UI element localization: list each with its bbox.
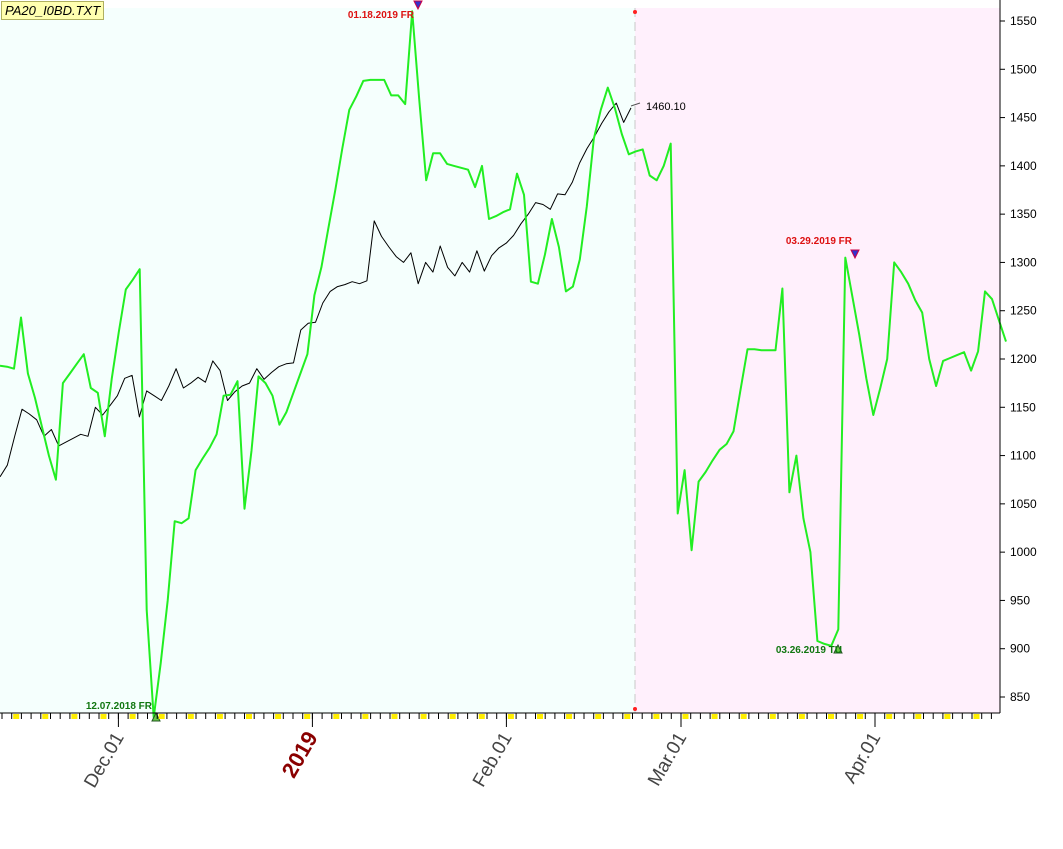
y-tick-label: 1450 [1010, 111, 1037, 125]
x-bar-marker [391, 714, 398, 719]
y-tick-label: 1500 [1010, 62, 1037, 76]
x-bar-marker [711, 714, 718, 719]
x-bar-marker [304, 714, 311, 719]
x-bar-marker [71, 714, 78, 719]
x-bar-marker [973, 714, 980, 719]
y-axis: 850 900 950 1000 1050 1100 1150 1200 1250 1300 135… [1000, 14, 1037, 704]
x-bar-marker [13, 714, 20, 719]
x-bar-marker [129, 714, 136, 719]
annotation-low-label: 12.07.2018 FR [86, 701, 153, 712]
x-bar-marker [857, 714, 864, 719]
x-bar-marker [478, 714, 485, 719]
y-tick-label: 1100 [1010, 449, 1036, 463]
x-tick-label: Feb.01 [469, 729, 517, 791]
x-bar-marker [333, 714, 340, 719]
x-bar-marker [828, 714, 834, 719]
series-layer [0, 10, 1007, 719]
y-tick-label: 1300 [1010, 255, 1037, 269]
series-green-line [0, 10, 1007, 719]
x-bar-marker [653, 714, 660, 719]
y-tick-label: 1050 [1010, 497, 1037, 511]
x-bar-marker [624, 714, 631, 719]
y-tick-label: 1150 [1010, 400, 1036, 414]
x-bar-marker [100, 714, 107, 719]
x-axis: Dec.01 2019 Feb.01 Mar.01 Apr.01 [1, 713, 992, 792]
x-bar-marker [798, 714, 805, 719]
x-tick-label: Apr.01 [840, 729, 886, 787]
x-bar-marker [740, 714, 747, 719]
x-bar-marker [566, 714, 573, 719]
high-marker [413, 0, 423, 11]
x-tick-label: Dec.01 [80, 729, 128, 792]
divider-bottom-marker [633, 707, 637, 711]
y-tick-label: 1250 [1010, 304, 1037, 318]
y-tick-label: 1550 [1010, 14, 1037, 28]
y-tick-label: 850 [1010, 690, 1030, 704]
background-history [0, 8, 635, 713]
y-tick-label: 900 [1010, 642, 1030, 656]
x-bar-marker [595, 714, 602, 719]
annotation-layer: 01.18.2019 FR 12.07.2018 FR 03.29.2019 FR 0… [86, 0, 860, 722]
x-bar-marker [769, 714, 776, 719]
x-bar-marker [944, 714, 951, 719]
annotation-low-label: 03.26.2019 TU [776, 645, 842, 656]
x-bar-marker [420, 714, 427, 719]
annotation-high-label: 01.18.2019 FR [348, 10, 415, 21]
x-bar-marker [537, 714, 543, 719]
y-tick-label: 1400 [1010, 159, 1037, 173]
y-tick-label: 1200 [1010, 352, 1037, 366]
annotation-high-label: 03.29.2019 FR [786, 236, 853, 247]
x-bar-marker [187, 714, 194, 719]
x-bar-marker [507, 714, 514, 719]
low-marker [833, 643, 843, 654]
x-bar-marker [158, 714, 165, 719]
x-bar-marker [682, 714, 689, 719]
x-bar-marker [216, 714, 223, 719]
file-label: PA20_I0BD.TXT [1, 1, 105, 20]
x-bar-marker [42, 714, 49, 719]
y-tick-label: 1000 [1010, 545, 1037, 559]
x-bar-marker [886, 714, 893, 719]
high-marker [850, 249, 860, 260]
x-tick-label: Mar.01 [644, 729, 691, 790]
x-bar-marker [362, 714, 369, 719]
low-marker [151, 711, 161, 722]
x-bar-marker [449, 714, 456, 719]
y-tick-label: 950 [1010, 593, 1030, 607]
last-value-pointer [630, 102, 641, 107]
divider-top-marker [633, 10, 637, 14]
y-tick-label: 1350 [1010, 207, 1037, 221]
x-tick-label: 2019 [277, 727, 323, 782]
background-forecast [635, 8, 1000, 713]
x-bar-marker [246, 714, 252, 719]
last-value-label: 1460.10 [646, 101, 686, 113]
x-bar-marker [915, 714, 922, 719]
x-bar-marker [275, 714, 282, 719]
